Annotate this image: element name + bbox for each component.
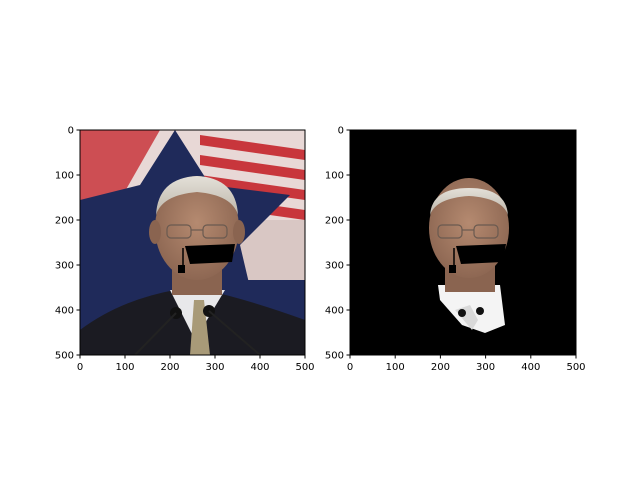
y-tick-label-right: 400 bbox=[325, 306, 344, 317]
y-tick-label-left: 100 bbox=[55, 171, 74, 182]
photo-face-mask bbox=[350, 130, 576, 355]
x-tick-label-right: 0 bbox=[347, 362, 353, 373]
x-tick-label-right: 500 bbox=[566, 362, 585, 373]
x-tick-label-right: 200 bbox=[431, 362, 450, 373]
y-tick-label-right: 100 bbox=[325, 171, 344, 182]
x-tick-label-right: 400 bbox=[521, 362, 540, 373]
y-tick-label-left: 0 bbox=[68, 126, 74, 137]
x-tick-label-right: 100 bbox=[386, 362, 405, 373]
x-tick-label-left: 400 bbox=[250, 362, 269, 373]
axes-frame-right bbox=[349, 129, 577, 356]
y-tick-label-left: 500 bbox=[55, 351, 74, 362]
x-tick-label-right: 300 bbox=[476, 362, 495, 373]
y-tick-label-left: 200 bbox=[55, 216, 74, 227]
axes-frame-left bbox=[79, 129, 306, 356]
x-tick-label-left: 500 bbox=[295, 362, 314, 373]
x-tick-label-left: 200 bbox=[160, 362, 179, 373]
x-tick-label-left: 300 bbox=[205, 362, 224, 373]
y-tick-label-right: 500 bbox=[325, 351, 344, 362]
y-tick-label-right: 200 bbox=[325, 216, 344, 227]
x-tick-label-left: 100 bbox=[115, 362, 134, 373]
y-tick-label-right: 0 bbox=[338, 126, 344, 137]
y-tick-label-right: 300 bbox=[325, 261, 344, 272]
y-tick-label-left: 400 bbox=[55, 306, 74, 317]
y-tick-label-left: 300 bbox=[55, 261, 74, 272]
photo-original bbox=[80, 130, 305, 355]
x-tick-label-left: 0 bbox=[77, 362, 83, 373]
